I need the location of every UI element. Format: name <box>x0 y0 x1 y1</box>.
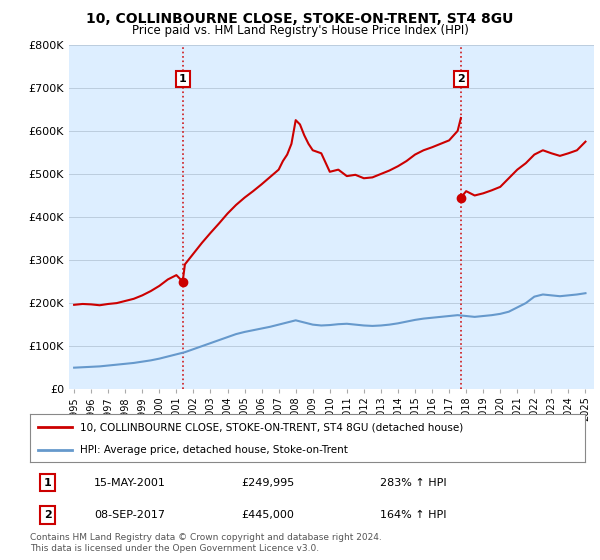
Text: 1: 1 <box>179 74 187 84</box>
Text: 10, COLLINBOURNE CLOSE, STOKE-ON-TRENT, ST4 8GU: 10, COLLINBOURNE CLOSE, STOKE-ON-TRENT, … <box>86 12 514 26</box>
Text: 164% ↑ HPI: 164% ↑ HPI <box>380 510 446 520</box>
Text: 2: 2 <box>44 510 52 520</box>
Text: 2: 2 <box>457 74 465 84</box>
Text: 283% ↑ HPI: 283% ↑ HPI <box>380 478 446 488</box>
Text: Price paid vs. HM Land Registry's House Price Index (HPI): Price paid vs. HM Land Registry's House … <box>131 24 469 36</box>
Text: 1: 1 <box>44 478 52 488</box>
Text: 15-MAY-2001: 15-MAY-2001 <box>94 478 166 488</box>
Text: HPI: Average price, detached house, Stoke-on-Trent: HPI: Average price, detached house, Stok… <box>80 445 348 455</box>
Text: £249,995: £249,995 <box>241 478 294 488</box>
Text: Contains HM Land Registry data © Crown copyright and database right 2024.
This d: Contains HM Land Registry data © Crown c… <box>30 533 382 553</box>
Text: 10, COLLINBOURNE CLOSE, STOKE-ON-TRENT, ST4 8GU (detached house): 10, COLLINBOURNE CLOSE, STOKE-ON-TRENT, … <box>80 422 463 432</box>
Text: £445,000: £445,000 <box>241 510 294 520</box>
Text: 08-SEP-2017: 08-SEP-2017 <box>94 510 165 520</box>
